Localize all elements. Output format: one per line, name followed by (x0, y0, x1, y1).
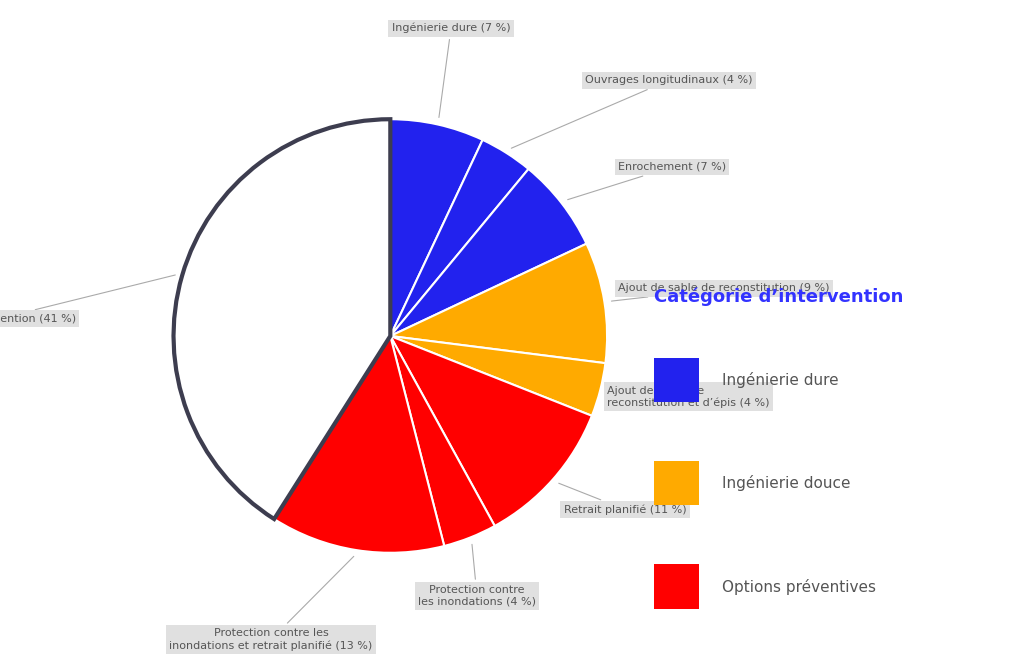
Text: Options préventives: Options préventives (722, 579, 876, 595)
Wedge shape (390, 140, 528, 336)
Text: Ingénierie dure: Ingénierie dure (722, 372, 839, 388)
Wedge shape (390, 169, 587, 336)
Text: Ingénierie douce: Ingénierie douce (722, 475, 851, 491)
Text: Catégorie d’intervention: Catégorie d’intervention (653, 288, 903, 306)
Wedge shape (390, 336, 605, 416)
Wedge shape (274, 336, 444, 553)
Wedge shape (390, 336, 592, 526)
FancyBboxPatch shape (653, 461, 699, 505)
FancyBboxPatch shape (653, 564, 699, 609)
Text: Enrochement (7 %): Enrochement (7 %) (567, 162, 726, 200)
FancyBboxPatch shape (653, 358, 699, 402)
Text: Ajout de sable de
reconstitution et d’épis (4 %): Ajout de sable de reconstitution et d’ép… (607, 386, 770, 408)
Text: Protection contre les
inondations et retrait planifié (13 %): Protection contre les inondations et ret… (169, 556, 373, 650)
Wedge shape (390, 119, 482, 336)
Text: Ouvrages longitudinaux (4 %): Ouvrages longitudinaux (4 %) (511, 75, 753, 149)
Text: Ingénierie dure (7 %): Ingénierie dure (7 %) (392, 23, 510, 118)
Wedge shape (173, 119, 390, 519)
Wedge shape (390, 336, 495, 546)
Text: Protection contre
les inondations (4 %): Protection contre les inondations (4 %) (418, 544, 536, 607)
Wedge shape (390, 244, 607, 363)
Text: Ajout de sable de reconstitution (9 %): Ajout de sable de reconstitution (9 %) (611, 284, 829, 301)
Text: Retrait planifié (11 %): Retrait planifié (11 %) (559, 483, 686, 515)
Text: Aucune intervention (41 %): Aucune intervention (41 %) (0, 275, 175, 324)
